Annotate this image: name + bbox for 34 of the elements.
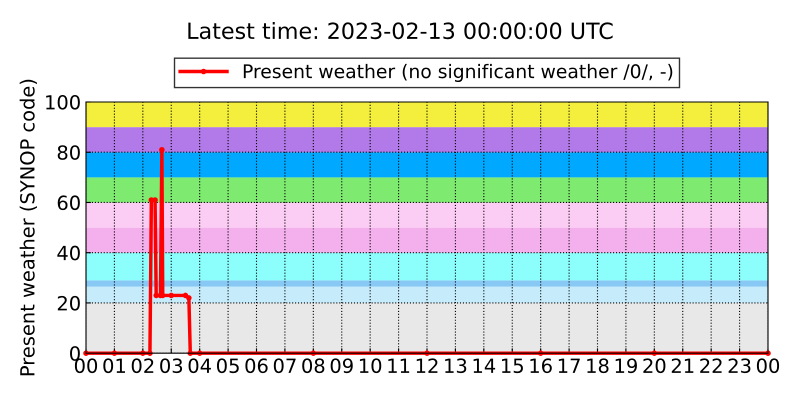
x-tick-label: 03 [160, 358, 182, 374]
y-tick-label: 20 [58, 296, 80, 311]
x-tick-label: 09 [330, 358, 353, 374]
x-tick-label: 19 [616, 358, 637, 374]
x-tick-label: 21 [672, 358, 694, 373]
y-tick-label: 60 [58, 195, 80, 210]
y-tick-label: 80 [58, 145, 80, 160]
point [186, 295, 192, 301]
x-tick-label: 04 [188, 358, 211, 374]
x-tick-label: 16 [530, 358, 552, 374]
x-tick-label: 15 [502, 358, 523, 374]
x-tick-label: 00 [756, 358, 780, 374]
legend-label: Present weather (no significant weather /0/, -) [244, 64, 672, 82]
x-tick-label: 20 [643, 358, 666, 374]
x-tick-label: 02 [132, 358, 154, 374]
x-tick-label: 08 [302, 358, 324, 374]
x-tick-label: 06 [245, 358, 268, 374]
x-tick-label: 22 [700, 358, 722, 373]
x-tick-label: 14 [474, 358, 496, 373]
x-tick-label: 10 [360, 358, 382, 374]
x-tick-label: 23 [728, 358, 750, 374]
x-tick-label: 05 [216, 358, 239, 374]
y-axis-title: Present weather (SYNOP code) [20, 80, 37, 376]
x-tick-label: 07 [274, 358, 296, 374]
y-tick-label: 100 [46, 94, 80, 110]
x-tick-label: 18 [587, 358, 609, 374]
x-tick-label: 12 [416, 358, 438, 373]
point [153, 292, 159, 298]
x-tick-label: 13 [445, 358, 466, 374]
y-tick-label: 40 [57, 246, 80, 260]
x-tick-label: 01 [103, 358, 125, 374]
chart-title: Latest time: 2023-02-13 00:00:00 UTC [188, 22, 613, 40]
x-tick-label: 17 [558, 358, 580, 373]
x-tick-label: 11 [388, 358, 410, 373]
